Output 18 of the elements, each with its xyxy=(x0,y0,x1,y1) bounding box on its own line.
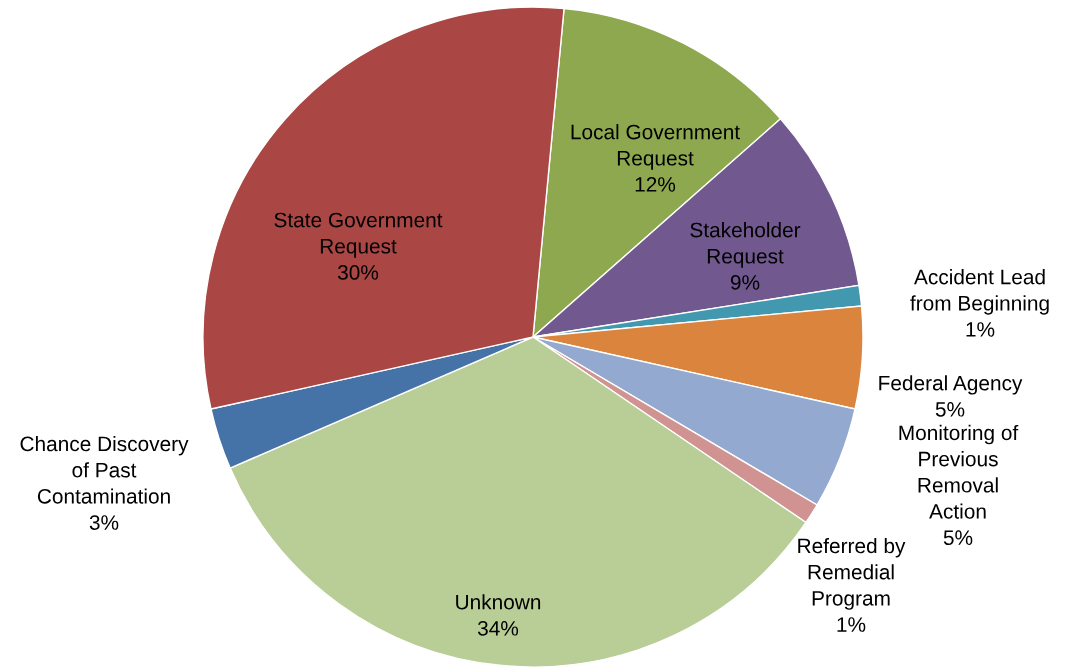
slice-label: State Government Request xyxy=(274,212,443,258)
data-label: 3% xyxy=(89,515,119,530)
slice-label: Chance Discovery of Past Contamination xyxy=(20,435,189,504)
data-label: 30% xyxy=(337,265,379,280)
data-label: 1% xyxy=(966,322,995,337)
slice-label: Federal Agency xyxy=(879,375,1023,395)
slice-label: Unknown xyxy=(456,594,541,610)
slice-label: Stakeholder Request xyxy=(690,222,801,268)
data-label: 34% xyxy=(477,620,519,636)
data-label: 5% xyxy=(935,402,965,417)
data-label: 9% xyxy=(730,275,760,290)
slice-label: Accident Lead from Beginning xyxy=(910,269,1049,315)
data-label: 5% xyxy=(943,530,973,546)
data-label: 1% xyxy=(837,617,866,632)
slice-label: Referred by Remedial Program xyxy=(798,537,906,610)
slice-label: Local Government Request xyxy=(571,124,740,170)
data-label: 12% xyxy=(635,177,676,192)
slice-label: Monitoring of Previous Removal Action xyxy=(899,424,1019,519)
